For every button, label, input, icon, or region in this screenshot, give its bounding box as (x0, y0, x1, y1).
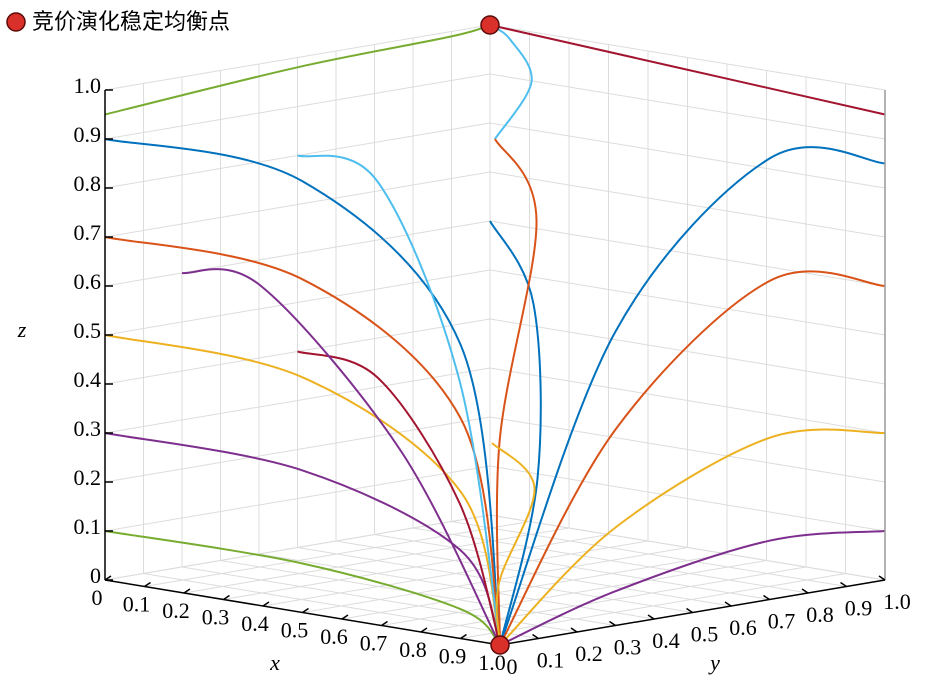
y-tick-label: 1.0 (883, 589, 911, 614)
x-tick-label: 0.6 (320, 624, 348, 649)
trajectory (297, 154, 501, 646)
y-tick (878, 575, 886, 581)
x-tick (144, 581, 151, 588)
y-tick (570, 627, 578, 633)
z-tick-label: 0.7 (74, 220, 102, 245)
trajectory (499, 270, 886, 646)
x-tick (223, 594, 230, 601)
trajectory (494, 138, 538, 646)
equilibrium-point (490, 635, 510, 655)
trajectory (489, 24, 533, 140)
trajectory (104, 530, 501, 646)
legend-label: 竞价演化稳定均衡点 (32, 10, 230, 35)
grid-line (258, 553, 655, 620)
x-tick-label: 0.1 (123, 592, 151, 617)
x-tick (341, 614, 349, 620)
z-tick-label: 0.5 (74, 318, 102, 343)
x-tick-label: 0.9 (439, 644, 467, 669)
trajectory (104, 236, 501, 646)
y-axis-label: y (708, 650, 720, 675)
x-tick (183, 588, 191, 594)
y-tick-label: 0.4 (652, 628, 680, 653)
y-tick-label: 0.1 (537, 648, 565, 673)
y-tick-label: 0.5 (691, 622, 719, 647)
y-tick (724, 601, 732, 607)
z-axis-label: z (17, 317, 27, 342)
trajectory (297, 350, 501, 646)
z-tick-label: 0 (90, 563, 101, 588)
z-tick-label: 0.8 (74, 171, 102, 196)
x-tick-label: 0.5 (281, 618, 309, 643)
y-tick (801, 588, 809, 594)
y-tick-label: 0.2 (575, 641, 603, 666)
y-tick-label: 0.3 (614, 635, 642, 660)
x-tick-label: 0.8 (399, 637, 427, 662)
x-tick (381, 620, 388, 627)
grid-line (220, 560, 616, 626)
trajectory (499, 146, 886, 646)
x-tick (420, 627, 428, 633)
trajectory (181, 268, 501, 646)
y-tick (840, 581, 847, 588)
y-tick-label: 0.7 (768, 609, 796, 634)
x-tick (104, 575, 112, 581)
y-tick (763, 594, 770, 601)
z-tick-label: 0.6 (74, 269, 102, 294)
x-tick-label: 0.2 (162, 598, 190, 623)
y-tick-label: 0.8 (806, 602, 834, 627)
trajectory (491, 442, 536, 646)
x-tick (302, 607, 309, 614)
z-tick-label: 0.1 (74, 514, 102, 539)
trajectory (104, 138, 501, 646)
trajectory (104, 24, 491, 116)
x-tick-label: 0.3 (202, 605, 230, 630)
grid-line (412, 527, 809, 594)
y-tick-label: 0 (507, 654, 518, 679)
grid-line (335, 540, 732, 607)
x-tick-label: 0.4 (241, 611, 269, 636)
x-tick-label: 0.7 (360, 631, 388, 656)
x-axis-label: x (269, 650, 280, 675)
y-tick (532, 633, 539, 640)
trajectory (489, 24, 886, 116)
x-tick-label: 0 (92, 585, 103, 610)
grid-line (143, 573, 539, 639)
trajectory (499, 530, 886, 646)
z-tick-label: 0.9 (74, 122, 102, 147)
y-tick-label: 0.9 (845, 596, 873, 621)
z-tick-label: 0.4 (74, 367, 102, 392)
y-tick (609, 620, 616, 627)
x-tick (460, 633, 467, 640)
z-tick-label: 0.2 (74, 465, 102, 490)
legend-marker (6, 12, 26, 32)
z-tick-label: 0.3 (74, 416, 102, 441)
trajectory (489, 220, 542, 646)
grid-line (451, 521, 847, 587)
trajectory (499, 428, 886, 646)
x-tick (262, 601, 270, 607)
z-tick-label: 1.0 (74, 73, 102, 98)
y-tick (647, 614, 655, 620)
equilibrium-point (480, 15, 500, 35)
y-tick (686, 607, 693, 614)
grid-line (489, 514, 886, 581)
y-tick-label: 0.6 (729, 615, 757, 640)
